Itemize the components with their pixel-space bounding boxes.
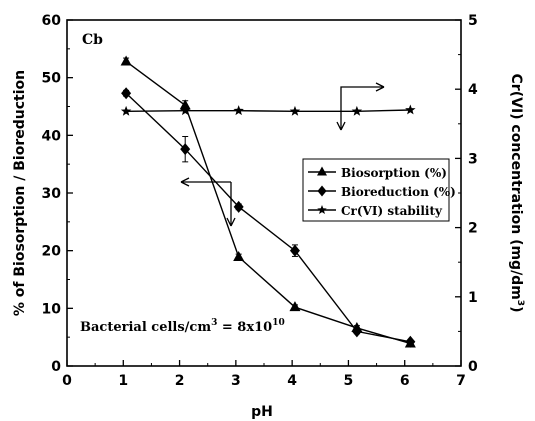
left-axis-arrowhead: [180, 177, 190, 187]
y2-tick-label: 5: [468, 13, 478, 29]
data-point: [405, 104, 416, 115]
data-point: [121, 87, 132, 100]
legend-label: Bioreduction (%): [341, 185, 456, 199]
series-3: [120, 104, 416, 116]
x-axis-title: pH: [251, 404, 273, 420]
right-axis-arrowhead-down: [336, 121, 346, 131]
data-point: [233, 200, 244, 213]
data-point: [120, 105, 132, 116]
data-point: [289, 244, 300, 257]
y2-tick-label: 3: [468, 151, 478, 167]
data-point: [289, 105, 301, 116]
y-tick-label: 40: [42, 128, 62, 144]
y-axis-title: % of Biosorption / Bioreduction: [12, 70, 28, 316]
series-2: [121, 87, 416, 348]
annotation-middle: = 8x10: [217, 320, 272, 335]
series-line: [125, 60, 411, 345]
data-point: [120, 55, 132, 66]
y2-axis-title-main: Cr(VI) concentration (mg/dm: [508, 74, 524, 300]
data-point: [351, 105, 363, 116]
data-point: [179, 99, 191, 110]
legend-label: Biosorption (%): [341, 166, 447, 180]
x-tick-label: 4: [287, 373, 297, 389]
y2-tick-label: 2: [468, 221, 478, 237]
legend-marker: [317, 205, 327, 215]
y-tick-label: 30: [42, 186, 62, 202]
data-point: [351, 325, 362, 338]
y2-axis-title-end: ): [508, 306, 524, 312]
x-tick-label: 5: [344, 373, 354, 389]
right-axis-arrow: [340, 86, 384, 108]
x-tick-label: 6: [400, 373, 410, 389]
series-layer: [120, 55, 416, 348]
data-point: [180, 143, 191, 156]
left-axis-arrowhead-down: [226, 217, 236, 227]
legend-marker: [317, 185, 327, 197]
data-point: [233, 251, 245, 262]
cell-density-annotation: Bacterial cells/cm3 = 8x1010: [80, 318, 285, 335]
x-tick-label: 3: [231, 373, 241, 389]
legend: Biosorption (%) Bioreduction (%) Cr(VI) st…: [302, 158, 456, 222]
y2-tick-label: 4: [468, 82, 478, 98]
y-tick-label: 60: [42, 13, 62, 29]
right-axis-arrowhead: [375, 82, 385, 92]
annotation-prefix-sup: 3: [211, 318, 217, 328]
annotation-prefix: Bacterial cells/cm: [80, 320, 211, 335]
x-tick-label: 0: [62, 373, 72, 389]
y2-tick-label: 0: [468, 359, 478, 375]
data-point: [405, 335, 416, 348]
legend-entries: Biosorption (%) Bioreduction (%) Cr(VI) st…: [308, 166, 456, 218]
data-point: [233, 105, 244, 116]
direction-arrows: [180, 82, 385, 227]
annotation-middle-sup: 10: [272, 318, 285, 328]
y-tick-label: 10: [42, 301, 62, 317]
series-line: [125, 92, 411, 343]
y2-tick-label: 1: [468, 290, 478, 306]
y-tick-label: 50: [42, 71, 62, 87]
data-point: [179, 105, 191, 116]
panel-label: Cb: [82, 32, 103, 48]
x-tick-label: 7: [456, 373, 466, 389]
y-tick-label: 20: [42, 244, 62, 260]
legend-label: Cr(VI) stability: [341, 204, 443, 218]
data-point: [289, 301, 301, 312]
x-tick-label: 1: [118, 373, 128, 389]
series-line: [126, 109, 411, 113]
y2-axis-title: Cr(VI) concentration (mg/dm3): [508, 74, 525, 313]
x-tick-label: 2: [175, 373, 185, 389]
y-tick-label: 0: [51, 359, 61, 375]
legend-marker: [317, 166, 327, 176]
y2-axis-title-sup: 3: [515, 300, 525, 306]
